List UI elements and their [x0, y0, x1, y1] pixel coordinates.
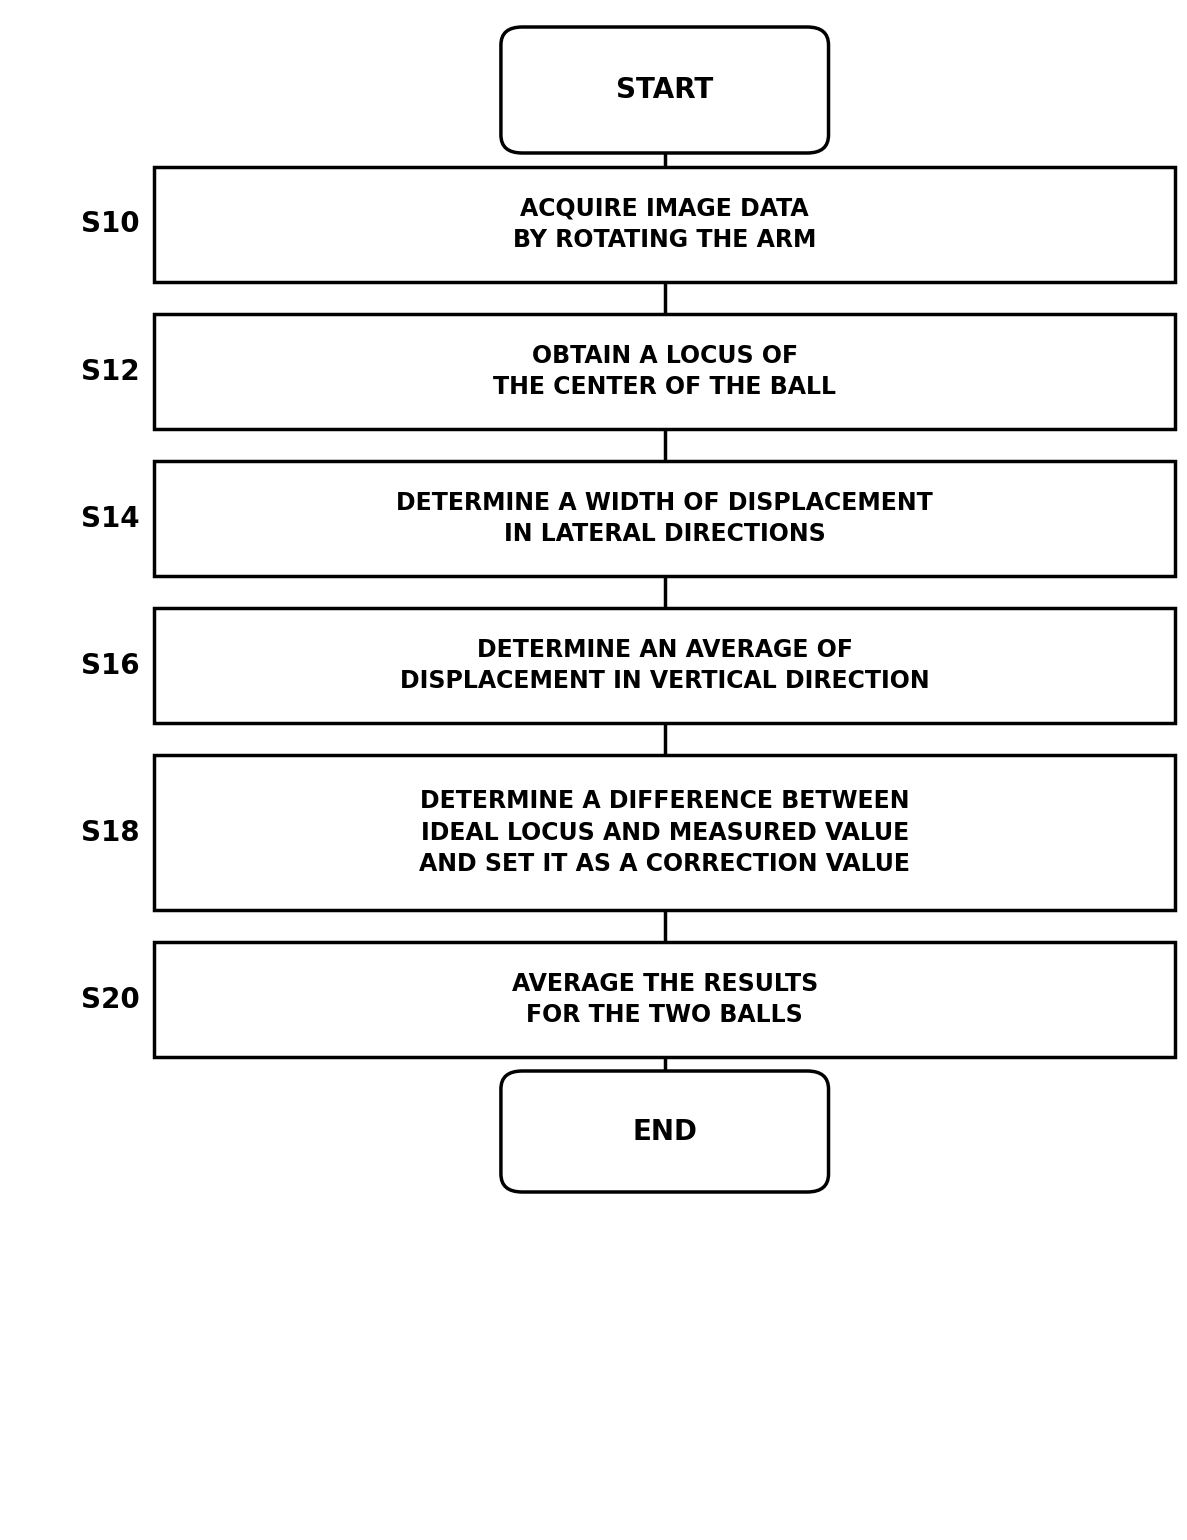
Bar [154, 755, 1175, 910]
Text: S20: S20 [82, 986, 140, 1013]
Bar [154, 314, 1175, 430]
Text: START: START [616, 75, 713, 105]
Text: S18: S18 [82, 818, 140, 847]
Text: S12: S12 [82, 357, 140, 385]
FancyBboxPatch shape [501, 1070, 829, 1192]
Text: ACQUIRE IMAGE DATA
BY ROTATING THE ARM: ACQUIRE IMAGE DATA BY ROTATING THE ARM [513, 197, 817, 253]
Text: DETERMINE A DIFFERENCE BETWEEN
IDEAL LOCUS AND MEASURED VALUE
AND SET IT AS A CO: DETERMINE A DIFFERENCE BETWEEN IDEAL LOC… [419, 788, 910, 876]
Bar [154, 608, 1175, 722]
Text: END: END [633, 1118, 697, 1146]
Text: S14: S14 [82, 505, 140, 533]
Text: S16: S16 [82, 651, 140, 679]
Bar [154, 460, 1175, 576]
Bar [154, 942, 1175, 1056]
Text: OBTAIN A LOCUS OF
THE CENTER OF THE BALL: OBTAIN A LOCUS OF THE CENTER OF THE BALL [494, 343, 836, 399]
FancyBboxPatch shape [501, 28, 829, 152]
Text: DETERMINE AN AVERAGE OF
DISPLACEMENT IN VERTICAL DIRECTION: DETERMINE AN AVERAGE OF DISPLACEMENT IN … [400, 638, 929, 693]
Text: S10: S10 [82, 211, 140, 239]
Text: AVERAGE THE RESULTS
FOR THE TWO BALLS: AVERAGE THE RESULTS FOR THE TWO BALLS [512, 972, 818, 1027]
Text: DETERMINE A WIDTH OF DISPLACEMENT
IN LATERAL DIRECTIONS: DETERMINE A WIDTH OF DISPLACEMENT IN LAT… [396, 491, 933, 547]
Bar [154, 166, 1175, 282]
